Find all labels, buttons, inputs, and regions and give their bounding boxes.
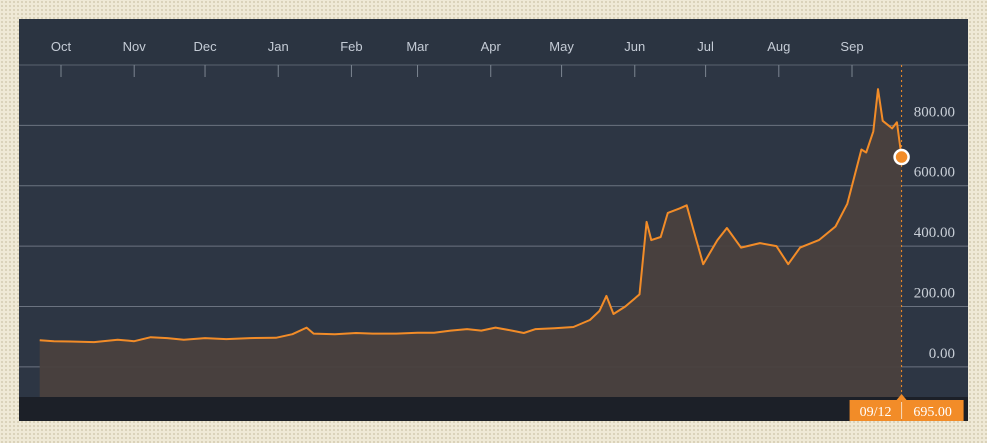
x-tick-label: Oct	[51, 39, 72, 54]
y-tick-label: 0.00	[929, 346, 955, 362]
bottom-strip	[19, 397, 968, 421]
y-tick-label: 400.00	[914, 225, 955, 241]
x-tick-label: Aug	[767, 39, 790, 54]
y-tick-label: 200.00	[914, 285, 955, 301]
x-tick-label: Apr	[481, 39, 502, 54]
x-tick-label: Feb	[340, 39, 362, 54]
x-tick-label: Dec	[193, 39, 217, 54]
badge-value: 695.00	[913, 405, 952, 420]
x-tick-label: Jul	[697, 39, 714, 54]
price-chart: Oct Nov Dec Jan Feb Mar Apr May Jun Jul Aug Sep 0.0…	[19, 19, 968, 421]
chart-frame: Oct Nov Dec Jan Feb Mar Apr May Jun Jul Aug Sep 0.0…	[19, 19, 968, 421]
current-point-marker[interactable]	[895, 150, 909, 164]
badge-date: 09/12	[860, 405, 892, 420]
y-tick-label: 600.00	[914, 165, 955, 181]
y-tick-label: 800.00	[914, 104, 955, 120]
x-tick-label: Sep	[840, 39, 863, 54]
x-tick-label: Jan	[268, 39, 289, 54]
x-tick-label: May	[549, 39, 574, 54]
x-tick-label: Nov	[123, 39, 147, 54]
x-tick-label: Jun	[624, 39, 645, 54]
x-tick-label: Mar	[406, 39, 429, 54]
